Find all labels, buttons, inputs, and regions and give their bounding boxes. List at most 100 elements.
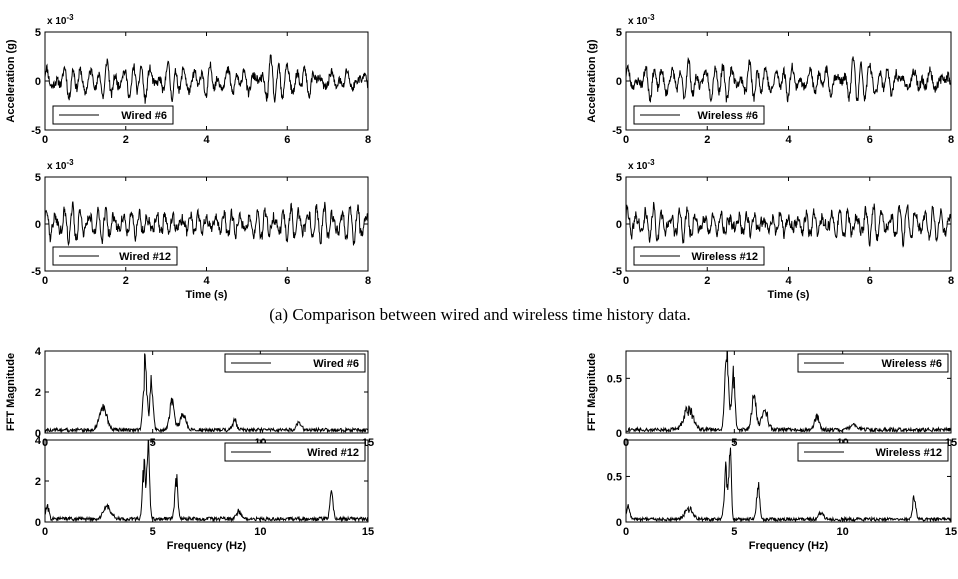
series-line-p5-0 (45, 353, 368, 433)
legend: Wireless #12 (633, 246, 765, 266)
legend: Wired #12 (224, 442, 366, 462)
x-tick-label: 0 (623, 526, 629, 538)
series-line-p2-0 (626, 56, 951, 103)
x-tick-label: 2 (123, 134, 129, 146)
y-tick-label: 0 (35, 219, 41, 231)
x-axis-label: Time (s) (186, 289, 228, 301)
y-exponent-power: -3 (66, 13, 74, 22)
x-tick-label: 8 (365, 134, 371, 146)
y-exponent-label: x 10-3 (628, 13, 655, 27)
x-tick-label: 15 (362, 526, 374, 538)
legend-label: Wireless #12 (691, 251, 758, 263)
legend: Wireless #6 (797, 353, 949, 373)
y-tick-label: 0.5 (607, 373, 622, 385)
legend-box (52, 246, 178, 266)
y-tick-label: 0 (35, 428, 41, 440)
legend: Wired #6 (52, 105, 174, 125)
x-tick-label: 15 (945, 526, 957, 538)
y-tick-label: 5 (616, 27, 622, 39)
x-tick-label: 0 (623, 275, 629, 287)
legend: Wireless #6 (633, 105, 765, 125)
series-line-p8-0 (626, 447, 951, 522)
y-tick-label: 0 (616, 219, 622, 231)
x-tick-label: 6 (284, 275, 290, 287)
y-exponent-power: -3 (647, 158, 655, 167)
legend-label: Wireless #12 (875, 447, 942, 459)
legend-box (797, 442, 949, 462)
y-exponent-power: -3 (647, 13, 655, 22)
y-tick-label: 0 (35, 517, 41, 529)
y-tick-label: -5 (31, 266, 41, 278)
x-tick-label: 0 (42, 134, 48, 146)
x-tick-label: 0 (42, 526, 48, 538)
x-tick-label: 10 (254, 526, 266, 538)
x-tick-label: 4 (785, 134, 792, 146)
y-tick-label: 0 (616, 517, 622, 529)
legend-label: Wired #6 (313, 358, 359, 370)
x-tick-label: 10 (837, 526, 849, 538)
y-tick-label: 4 (35, 435, 42, 447)
y-axis-label: FFT Magnitude (586, 353, 598, 431)
y-tick-label: -5 (612, 125, 622, 137)
legend-box (633, 246, 765, 266)
y-tick-label: -5 (612, 266, 622, 278)
x-tick-label: 5 (731, 526, 737, 538)
legend-box (797, 353, 949, 373)
x-tick-label: 0 (42, 275, 48, 287)
y-exponent-label: x 10-3 (628, 158, 655, 172)
series-line-p6-0 (626, 351, 951, 433)
x-tick-label: 6 (284, 134, 290, 146)
x-tick-label: 6 (867, 275, 873, 287)
y-tick-label: 0 (35, 76, 41, 88)
y-tick-label: 5 (35, 172, 41, 184)
y-tick-label: 2 (35, 476, 41, 488)
x-tick-label: 2 (704, 275, 710, 287)
x-tick-label: 8 (948, 275, 954, 287)
legend: Wireless #12 (797, 442, 949, 462)
x-axis-label: Time (s) (768, 289, 810, 301)
series-line-p3-0 (45, 201, 368, 247)
y-exponent-label: x 10-3 (47, 13, 74, 27)
legend-box (633, 105, 765, 125)
y-tick-label: 5 (616, 172, 622, 184)
axes-box (625, 439, 952, 523)
y-tick-label: 0 (616, 76, 622, 88)
series-line-p7-0 (45, 440, 368, 522)
x-tick-label: 4 (203, 275, 210, 287)
y-tick-label: 0 (616, 428, 622, 440)
y-tick-label: 0.5 (607, 471, 622, 483)
x-tick-label: 8 (948, 134, 954, 146)
legend-label: Wired #12 (307, 447, 359, 459)
legend-label: Wired #6 (121, 110, 167, 122)
y-tick-label: 2 (35, 387, 41, 399)
x-tick-label: 4 (785, 275, 792, 287)
x-tick-label: 2 (123, 275, 129, 287)
x-tick-label: 6 (867, 134, 873, 146)
x-tick-label: 0 (623, 134, 629, 146)
x-axis-label: Frequency (Hz) (167, 540, 247, 552)
chart-panel-p7: 0 5 10 15 0 2 4 Frequency (Hz) Wired #12 (35, 435, 374, 552)
y-axis-label: Acceleration (g) (5, 39, 17, 122)
x-tick-label: 5 (150, 526, 156, 538)
legend-box (224, 353, 366, 373)
legend-label: Wired #12 (119, 251, 171, 263)
legend: Wired #12 (52, 246, 178, 266)
y-axis-label: Acceleration (g) (586, 39, 598, 122)
y-exponent-label: x 10-3 (47, 158, 74, 172)
y-exponent-power: -3 (66, 158, 74, 167)
y-tick-label: -5 (31, 125, 41, 137)
axes-box (625, 350, 952, 434)
figure-caption: (a) Comparison between wired and wireles… (269, 305, 691, 324)
series-line-p4-0 (626, 201, 951, 248)
legend-label: Wireless #6 (698, 110, 758, 122)
series-line-p1-0 (45, 54, 368, 104)
x-tick-label: 2 (704, 134, 710, 146)
chart-panel-p8: 0 5 10 15 0 0.5 Frequency (Hz) Wireless #12 (607, 439, 957, 552)
legend: Wired #6 (224, 353, 366, 373)
